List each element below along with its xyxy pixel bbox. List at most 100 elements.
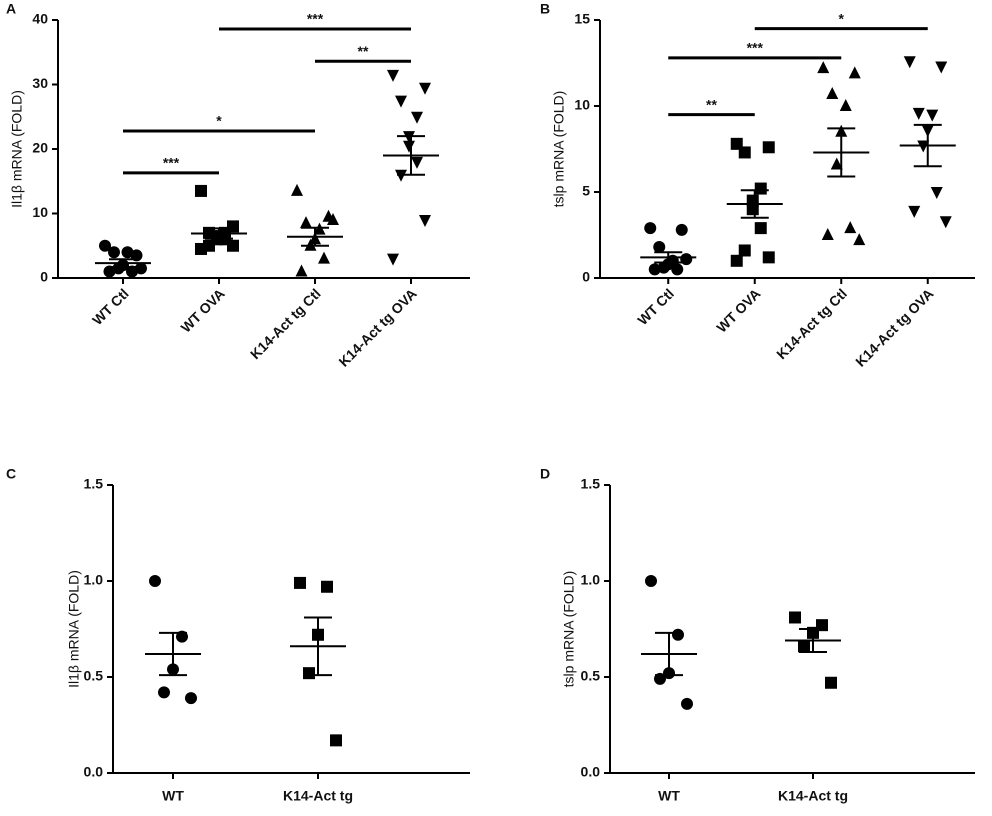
point xyxy=(195,184,207,197)
x-tick-label: K14-Act tg xyxy=(283,788,353,804)
x-tick-label: WT xyxy=(658,788,680,804)
point xyxy=(671,263,684,276)
point xyxy=(830,157,843,170)
point xyxy=(738,244,751,257)
x-tick-label: K14-Act tg Ctl xyxy=(247,285,324,362)
point xyxy=(935,61,948,74)
point xyxy=(754,222,767,235)
point xyxy=(754,182,767,195)
point xyxy=(327,212,339,225)
significance-label: * xyxy=(839,10,845,26)
point xyxy=(926,109,939,122)
point xyxy=(903,56,916,69)
point xyxy=(303,667,315,680)
point xyxy=(300,216,312,229)
y-axis-label: Il1β mRNA (FOLD) xyxy=(9,90,25,208)
point xyxy=(112,262,125,275)
point xyxy=(908,205,921,218)
y-tick-label: 0.5 xyxy=(581,668,601,684)
point xyxy=(121,246,134,259)
point xyxy=(135,262,147,275)
point xyxy=(411,156,423,169)
point xyxy=(681,697,693,710)
y-tick-label: 1.0 xyxy=(581,572,601,588)
point xyxy=(99,239,111,252)
point xyxy=(762,251,775,264)
point xyxy=(826,86,839,99)
point xyxy=(798,640,810,653)
y-tick-label: 1.5 xyxy=(84,476,104,492)
point xyxy=(930,187,943,199)
y-tick-label: 5 xyxy=(582,183,590,199)
significance-label: ** xyxy=(706,96,717,112)
significance-label: * xyxy=(216,113,222,129)
significance-label: *** xyxy=(307,11,324,27)
point xyxy=(387,69,399,82)
x-tick-label: WT OVA xyxy=(178,285,228,335)
point xyxy=(419,82,431,95)
y-axis-label: tslp mRNA (FOLD) xyxy=(561,571,577,688)
point xyxy=(844,221,857,234)
point xyxy=(411,111,423,124)
point xyxy=(387,253,399,266)
point xyxy=(330,734,342,747)
point xyxy=(789,611,801,624)
point xyxy=(645,575,657,587)
point xyxy=(108,246,120,259)
y-axis-label: tslp mRNA (FOLD) xyxy=(551,91,567,208)
x-tick-label: K14-Act tg OVA xyxy=(852,285,936,369)
x-tick-label: K14-Act tg Ctl xyxy=(773,285,850,362)
point xyxy=(680,253,693,266)
point xyxy=(672,628,684,641)
point xyxy=(149,575,161,587)
point xyxy=(730,254,743,267)
x-tick-label: WT Ctl xyxy=(634,285,677,328)
point xyxy=(403,140,415,153)
point xyxy=(839,99,852,111)
point xyxy=(939,216,952,229)
significance-label: *** xyxy=(163,155,180,171)
y-tick-label: 0.5 xyxy=(84,668,104,684)
point xyxy=(291,183,303,196)
x-tick-label: WT Ctl xyxy=(89,285,132,328)
point xyxy=(185,692,197,705)
point xyxy=(738,146,751,159)
point xyxy=(817,61,830,74)
panel-label: C xyxy=(6,466,16,482)
point xyxy=(195,242,207,255)
point xyxy=(853,233,866,246)
point xyxy=(126,265,138,278)
point xyxy=(158,686,170,699)
panel-label: A xyxy=(6,1,16,17)
y-tick-label: 0 xyxy=(40,269,48,285)
y-tick-label: 10 xyxy=(32,204,48,220)
significance-label: ** xyxy=(358,43,369,59)
y-tick-label: 0.0 xyxy=(581,764,601,780)
y-tick-label: 0 xyxy=(582,269,590,285)
point xyxy=(912,107,925,120)
point xyxy=(318,251,330,264)
x-tick-label: K14-Act tg xyxy=(778,788,848,804)
point xyxy=(395,95,407,108)
y-tick-label: 10 xyxy=(574,97,590,113)
y-tick-label: 0.0 xyxy=(84,764,104,780)
point xyxy=(227,239,239,252)
panel-label: B xyxy=(540,1,550,17)
x-tick-label: WT xyxy=(162,788,184,804)
y-tick-label: 30 xyxy=(32,75,48,91)
x-tick-label: K14-Act tg OVA xyxy=(335,285,419,369)
point xyxy=(295,264,308,277)
x-tick-label: WT OVA xyxy=(713,285,763,335)
point xyxy=(848,66,861,79)
point xyxy=(762,141,775,154)
panel-label: D xyxy=(540,466,550,482)
point xyxy=(294,576,306,589)
point xyxy=(653,241,666,254)
point xyxy=(103,265,116,278)
y-axis-label: Il1β mRNA (FOLD) xyxy=(66,570,82,688)
point xyxy=(821,228,834,240)
point xyxy=(648,263,661,276)
y-tick-label: 20 xyxy=(32,140,48,156)
significance-label: *** xyxy=(747,40,764,56)
